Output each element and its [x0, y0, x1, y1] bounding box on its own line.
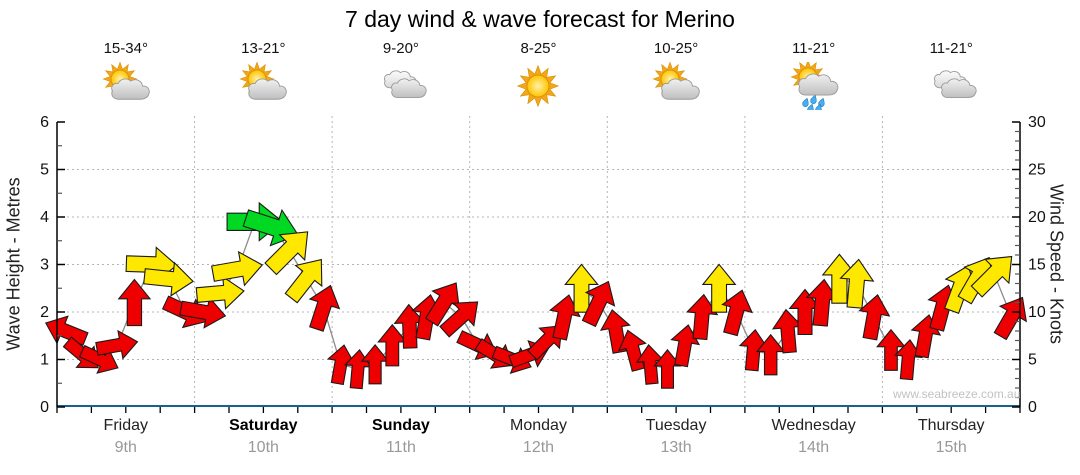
svg-text:0: 0: [1028, 399, 1037, 416]
day-name-label: Wednesday: [771, 417, 856, 434]
temperature-range: 11-21°: [929, 40, 973, 57]
svg-text:6: 6: [40, 114, 49, 131]
day-name-label: Saturday: [229, 417, 298, 434]
wave-height-axis-label: Wave Height - Metres: [3, 177, 24, 351]
svg-text:0: 0: [40, 399, 49, 416]
left-axis: 0 1 2 3 4 5 6: [40, 114, 65, 416]
weather-icon-partly-cloudy: [239, 61, 288, 100]
weather-icon-showers-sun: [790, 59, 838, 113]
day-date-label: 9th: [114, 439, 137, 456]
weather-icon-cloudy: [934, 70, 977, 98]
svg-text:10: 10: [1028, 304, 1046, 321]
day-date-label: 10th: [247, 439, 279, 456]
weather-icon-cell: [744, 59, 884, 115]
svg-text:5: 5: [40, 162, 49, 179]
weather-icon-cell: [881, 62, 1021, 115]
page-title: 7 day wind & wave forecast for Merino: [345, 6, 735, 32]
day-name-label: Friday: [103, 417, 148, 434]
svg-text:4: 4: [40, 209, 49, 226]
right-axis: 0 5 10 15 20 25 30: [1012, 114, 1046, 416]
weather-icon-cell: [606, 61, 746, 115]
svg-text:5: 5: [1028, 352, 1037, 369]
weather-icon-cell: [56, 61, 196, 115]
day-name-label: Monday: [510, 417, 567, 434]
weather-icon-cell: [469, 62, 609, 115]
wind-arrows: [44, 201, 1027, 390]
day-name-label: Thursday: [917, 417, 985, 434]
temperature-range: 9-20°: [382, 40, 419, 57]
wind-speed-axis-label: Wind Speed - Knots: [1046, 183, 1067, 345]
weather-icon-sunny: [516, 64, 559, 108]
day-name-label: Tuesday: [645, 417, 707, 434]
day-date-label: 12th: [522, 439, 555, 456]
svg-text:25: 25: [1028, 162, 1046, 179]
svg-text:3: 3: [40, 257, 49, 274]
day-date-label: 13th: [660, 439, 692, 456]
day-name-label: Sunday: [372, 417, 430, 434]
svg-text:20: 20: [1028, 209, 1046, 226]
temperature-range: 11-21°: [792, 40, 836, 57]
temperature-range: 15-34°: [103, 40, 148, 57]
day-date-label: 11th: [385, 439, 416, 456]
weather-icon-cell: [331, 62, 471, 115]
day-date-label: 15th: [935, 439, 967, 456]
x-axis: [56, 407, 1021, 413]
temperature-range: 13-21°: [241, 40, 286, 57]
svg-text:1: 1: [40, 352, 49, 369]
weather-icon-cell: [193, 61, 333, 115]
svg-text:15: 15: [1028, 257, 1046, 274]
day-date-label: 14th: [798, 439, 830, 456]
svg-text:2: 2: [40, 304, 49, 321]
temperature-range: 10-25°: [653, 40, 699, 57]
svg-text:30: 30: [1028, 114, 1046, 131]
weather-icon-partly-cloudy: [102, 61, 150, 100]
watermark: www.seabreeze.com.au: [893, 387, 1021, 401]
temperature-range: 8-25°: [520, 40, 557, 57]
weather-icon-partly-cloudy: [652, 61, 700, 100]
weather-icon-cloudy: [383, 70, 427, 98]
